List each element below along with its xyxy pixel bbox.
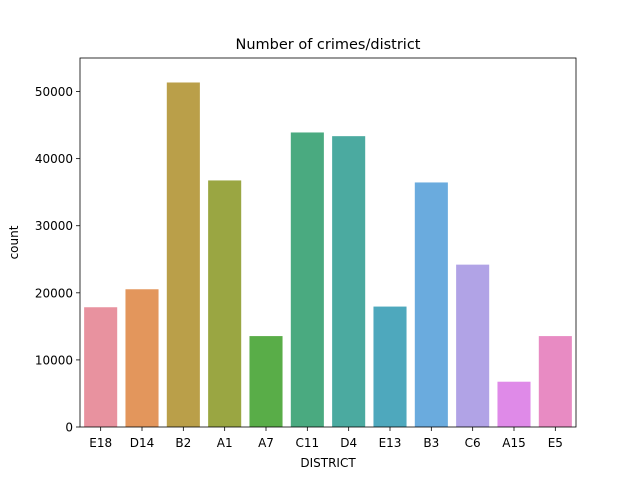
bar-a1 bbox=[208, 180, 242, 427]
bar-e13 bbox=[373, 306, 407, 427]
bar-b3 bbox=[414, 182, 448, 427]
bar-c6 bbox=[456, 264, 490, 427]
y-tick-label: 0 bbox=[65, 421, 73, 435]
x-tick-label: E5 bbox=[548, 436, 563, 450]
plot-frame bbox=[79, 57, 577, 428]
y-axis-ticks: 0 10000 20000 30000 40000 50000 bbox=[35, 85, 80, 435]
x-axis-ticks: E18 D14 B2 A1 A7 C11 D4 E13 B3 C6 A15 E5 bbox=[89, 427, 563, 450]
x-tick-label: D14 bbox=[130, 436, 155, 450]
bar-a7 bbox=[249, 336, 283, 427]
x-tick-label: E13 bbox=[379, 436, 402, 450]
bar-c11 bbox=[290, 132, 324, 427]
x-tick-label: A1 bbox=[217, 436, 233, 450]
x-tick-label: E18 bbox=[89, 436, 112, 450]
y-tick-label: 30000 bbox=[35, 219, 73, 233]
y-axis-label: count bbox=[7, 225, 21, 259]
x-tick-label: C11 bbox=[296, 436, 320, 450]
bar-d4 bbox=[332, 136, 366, 427]
bar-e18 bbox=[84, 307, 118, 427]
x-tick-label: B3 bbox=[423, 436, 439, 450]
bar-d14 bbox=[125, 289, 159, 427]
x-tick-label: B2 bbox=[175, 436, 191, 450]
y-tick-label: 10000 bbox=[35, 353, 73, 367]
bars-group bbox=[84, 82, 572, 428]
y-tick-label: 20000 bbox=[35, 286, 73, 300]
x-tick-label: A7 bbox=[258, 436, 274, 450]
bar-a15 bbox=[497, 381, 531, 427]
x-tick-label: A15 bbox=[502, 436, 525, 450]
bar-e5 bbox=[538, 336, 572, 427]
bar-b2 bbox=[166, 82, 200, 428]
x-tick-label: D4 bbox=[340, 436, 357, 450]
chart-title: Number of crimes/district bbox=[235, 37, 420, 53]
x-tick-label: C6 bbox=[465, 436, 481, 450]
y-tick-label: 50000 bbox=[35, 85, 73, 99]
x-axis-label: DISTRICT bbox=[300, 456, 356, 470]
y-tick-label: 40000 bbox=[35, 152, 73, 166]
